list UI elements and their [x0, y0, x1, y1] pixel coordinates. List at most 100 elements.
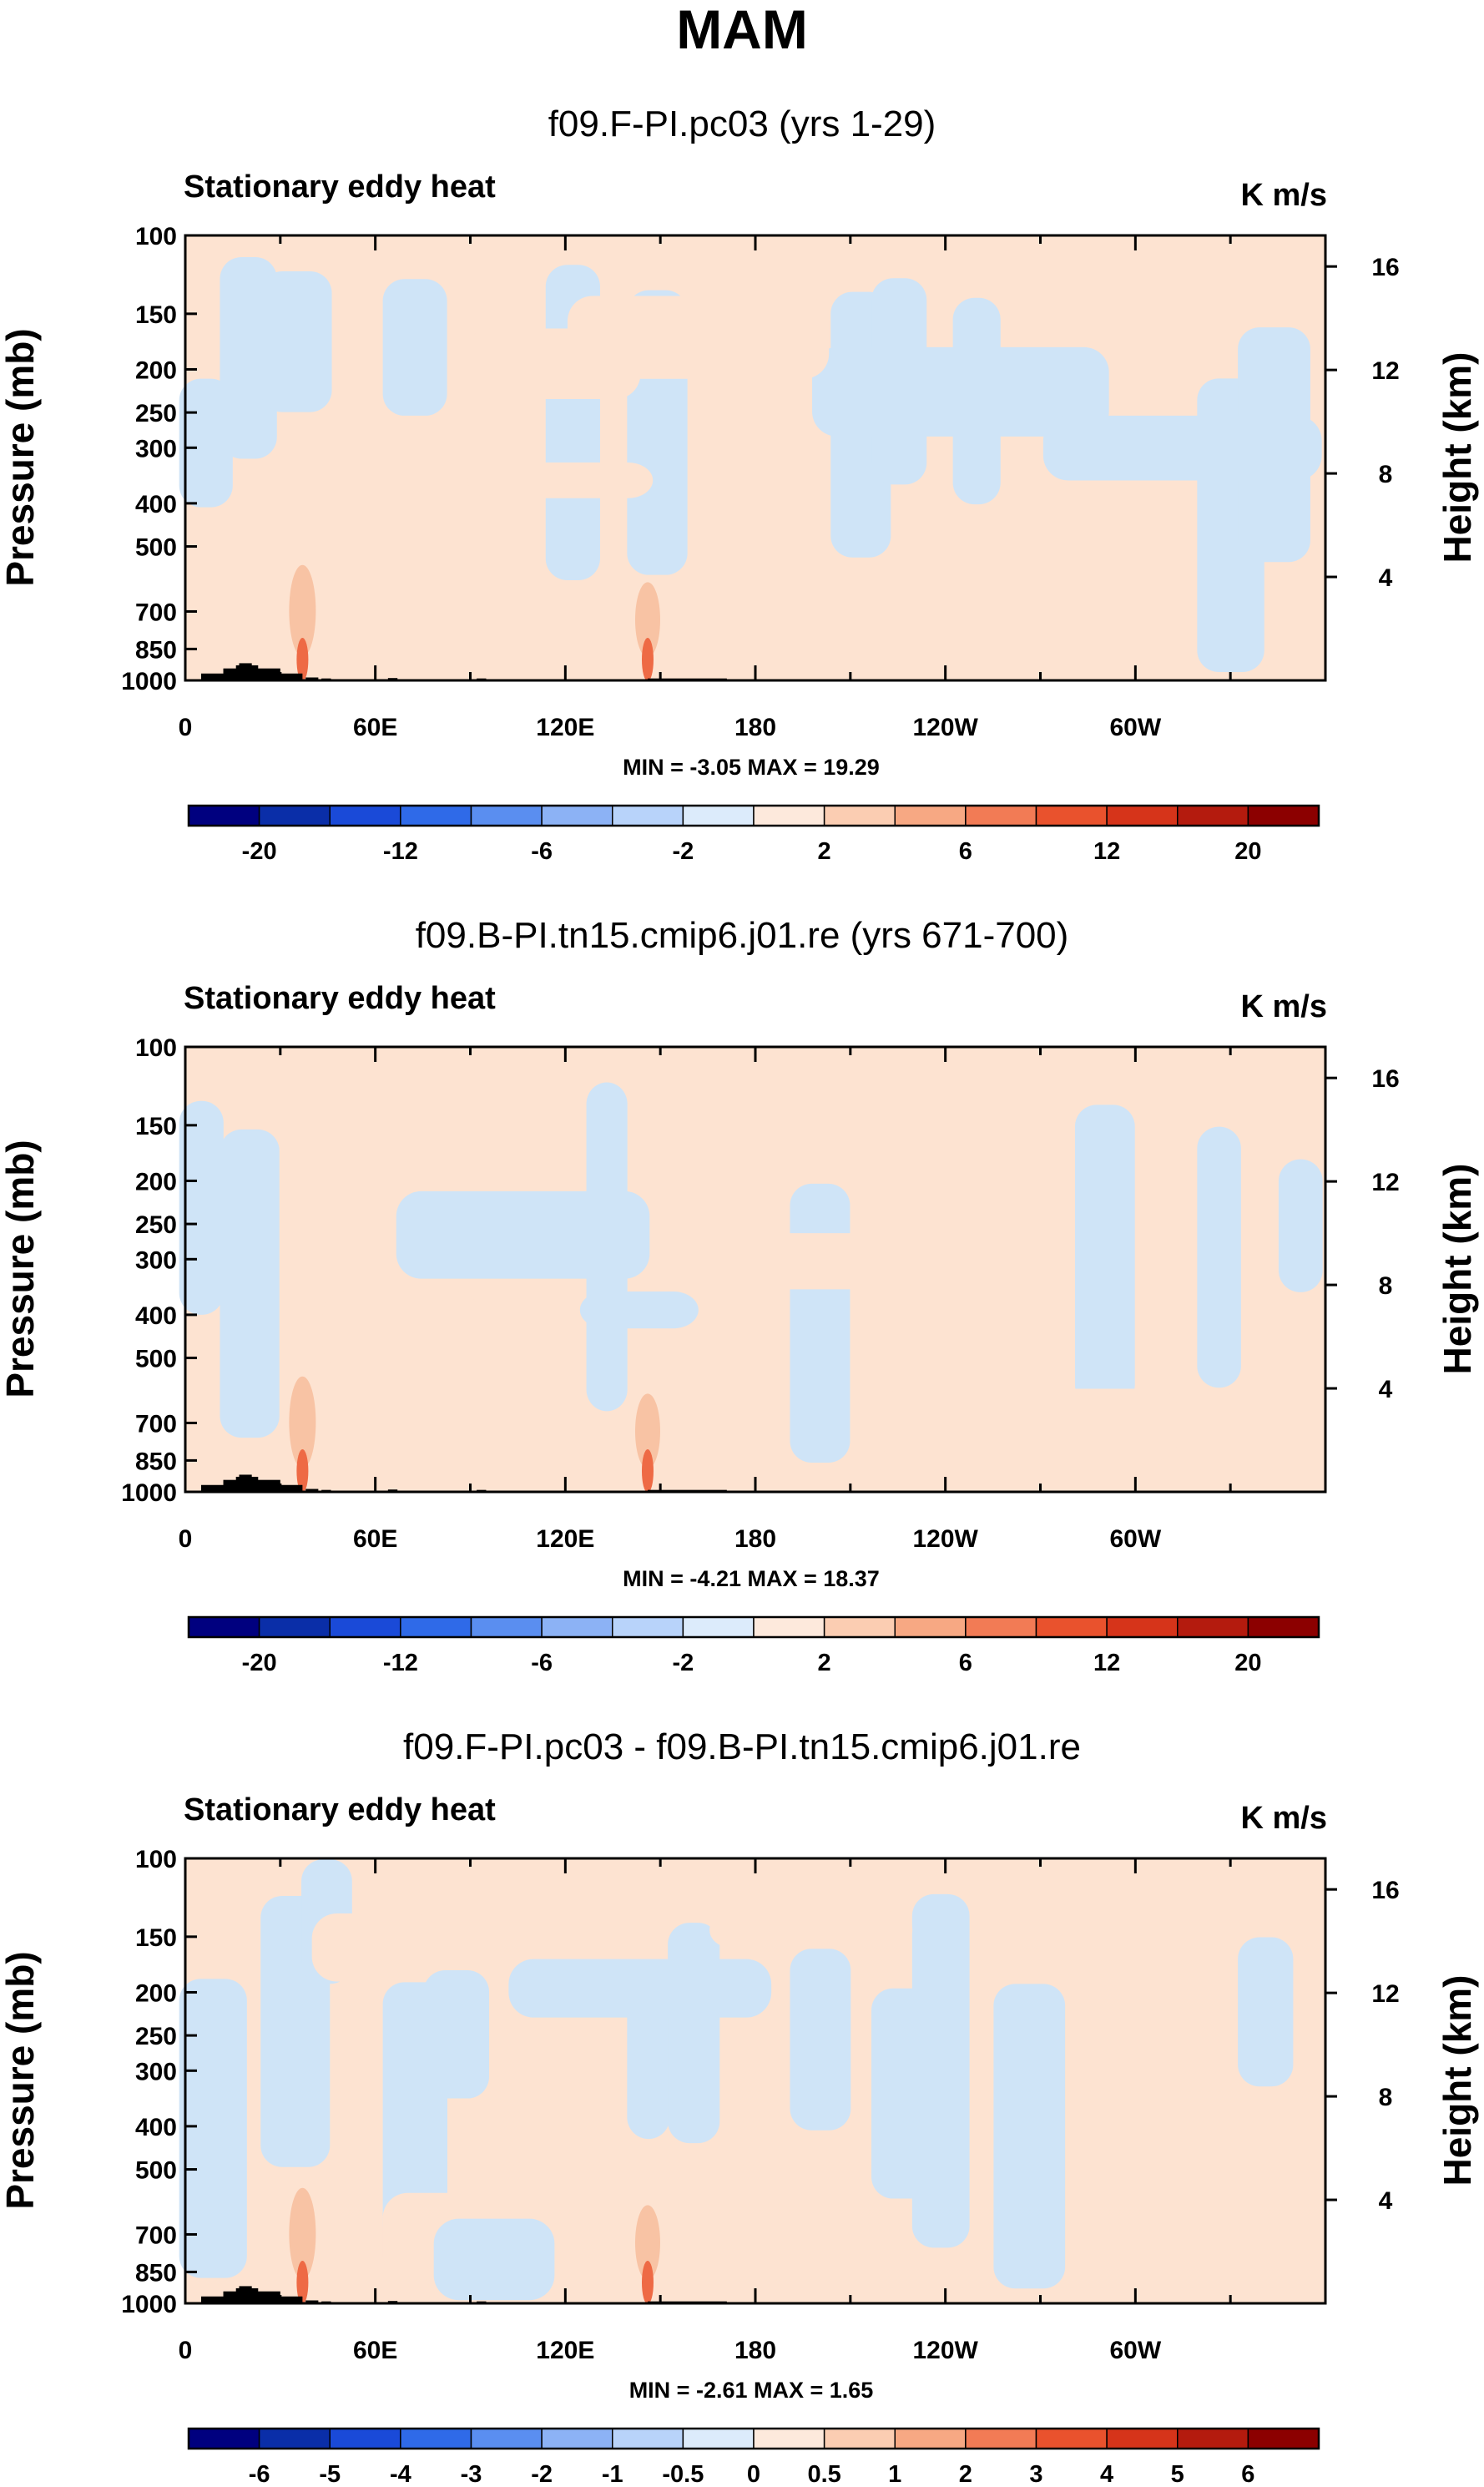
colorbar-label: 6: [959, 838, 972, 865]
colorbar-swatch: [1106, 805, 1179, 826]
figure-title: MAM: [676, 0, 808, 60]
panel-2: f09.B-PI.tn15.cmip6.j01.re (yrs 671-700)…: [0, 915, 1479, 1676]
terrain-mask: [239, 663, 252, 680]
y-tick-label: 700: [135, 1410, 177, 1438]
contour-region: [579, 1292, 699, 1329]
contour-region: [179, 1100, 224, 1315]
colorbar: -6 -5 -4 -3 -2 -1 -0.5 0 0.5 1 2 3 4 5 6: [187, 2427, 1320, 2487]
terrain-mask: [305, 1489, 319, 1492]
panel-1: f09.F-PI.pc03 (yrs 1-29) Stationary eddy…: [0, 104, 1479, 865]
contour-hotspot: [296, 1449, 309, 1493]
y-ticks-right: 16 12 8 4: [1325, 1065, 1400, 1403]
contour-hotspot: [641, 638, 654, 681]
terrain-mask: [239, 2286, 252, 2303]
y-tick-label: 150: [135, 1113, 177, 1140]
colorbar-swatch: [894, 1616, 967, 1638]
y-tick-label: 700: [135, 2222, 177, 2249]
colorbar-label: -6: [249, 2461, 270, 2483]
terrain-mask: [239, 1474, 252, 1492]
colorbar-label: -0.5: [662, 2461, 704, 2483]
x-tick-label: 120E: [536, 714, 594, 741]
min-max-label: MIN = -4.21 MAX = 18.37: [623, 1566, 880, 1591]
y-tick-label: 200: [135, 1979, 177, 2007]
y-axis-label-right: Height (km): [1436, 1975, 1479, 2186]
y-tick-label: 150: [135, 1924, 177, 1952]
y-tick-label: 100: [135, 1846, 177, 1873]
colorbar-swatch: [188, 1616, 260, 1638]
x-tick-label: 60E: [353, 2337, 397, 2364]
x-tick-label: 180: [734, 1525, 776, 1553]
y-tick-label: 700: [135, 599, 177, 626]
left-string: Stationary eddy heat: [184, 1792, 496, 1827]
colorbar-swatch: [470, 2428, 543, 2449]
y-tick-label-right: 12: [1371, 1980, 1399, 2008]
contour-region: [878, 1388, 1180, 1461]
y-tick-label: 200: [135, 356, 177, 384]
colorbar-label: 12: [1093, 838, 1120, 865]
colorbar-swatch: [612, 2428, 684, 2449]
y-tick-label: 500: [135, 534, 177, 562]
colorbar-label: 0: [747, 2461, 760, 2483]
x-tick-label: 120E: [536, 1525, 594, 1553]
x-tick-label: 0: [179, 2337, 193, 2364]
y-axis-label: Pressure (mb): [0, 1140, 42, 1398]
colorbar-swatch: [329, 805, 401, 826]
colorbar-label: 1: [888, 2461, 901, 2483]
left-string: Stationary eddy heat: [184, 169, 496, 205]
contour-region: [382, 279, 447, 416]
x-tick-label: 180: [734, 714, 776, 741]
colorbar-swatch: [965, 805, 1037, 826]
contour-region: [1238, 1937, 1294, 2087]
colorbar-label: 2: [959, 2461, 972, 2483]
contour-hotspot: [641, 1449, 654, 1493]
contour-hotspot: [289, 564, 316, 657]
y-tick-label: 250: [135, 400, 177, 427]
contour-hotspot: [641, 2261, 654, 2304]
x-tick-label: 60E: [353, 1525, 397, 1553]
contour-region: [179, 1979, 247, 2278]
x-tick-label: 180: [734, 2337, 776, 2364]
contour-region: [1197, 1126, 1241, 1388]
contour-region: [1074, 1104, 1135, 1407]
y-tick-label: 400: [135, 1302, 177, 1330]
contour-region: [433, 2218, 555, 2301]
colorbar-swatch: [1247, 1616, 1320, 1638]
colorbar-swatch: [894, 2428, 967, 2449]
colorbar-label: 4: [1100, 2461, 1113, 2483]
y-tick-label: 250: [135, 1211, 177, 1239]
colorbar-swatch: [1177, 805, 1249, 826]
y-tick-label-right: 8: [1379, 1272, 1393, 1300]
y-tick-label-right: 12: [1371, 1169, 1399, 1196]
y-tick-label: 400: [135, 2114, 177, 2141]
y-tick-label-right: 4: [1379, 2187, 1393, 2215]
colorbar-swatch: [1106, 1616, 1179, 1638]
x-tick-label: 60W: [1109, 1525, 1161, 1553]
x-tick-label: 120W: [912, 2337, 978, 2364]
min-max-label: MIN = -2.61 MAX = 1.65: [629, 2378, 874, 2403]
contour-region: [311, 1913, 438, 1982]
x-tick-label: 60W: [1109, 2337, 1161, 2364]
colorbar-swatch: [470, 805, 543, 826]
terrain-mask: [305, 677, 319, 680]
x-ticks: 0 60E 120E 180 120W 60W: [179, 1858, 1327, 2364]
y-tick-label-right: 16: [1371, 1877, 1399, 1904]
colorbar-swatch: [823, 2428, 896, 2449]
y-tick-label-right: 8: [1379, 2084, 1393, 2111]
contour-region: [179, 378, 233, 508]
colorbar-swatch: [188, 805, 260, 826]
colorbar-swatch: [470, 1616, 543, 1638]
colorbar-label: -4: [390, 2461, 411, 2483]
contour-region: [1278, 1159, 1323, 1292]
colorbar-swatch: [753, 2428, 825, 2449]
contour-region: [1042, 415, 1322, 481]
colorbar-swatch: [965, 2428, 1037, 2449]
colorbar-label: -20: [242, 838, 277, 865]
right-string: K m/s: [1241, 178, 1327, 213]
colorbar-swatch: [541, 1616, 613, 1638]
y-tick-label: 100: [135, 1034, 177, 1062]
x-tick-label: 120E: [536, 2337, 594, 2364]
y-tick-label: 400: [135, 491, 177, 518]
y-tick-label: 250: [135, 2023, 177, 2050]
